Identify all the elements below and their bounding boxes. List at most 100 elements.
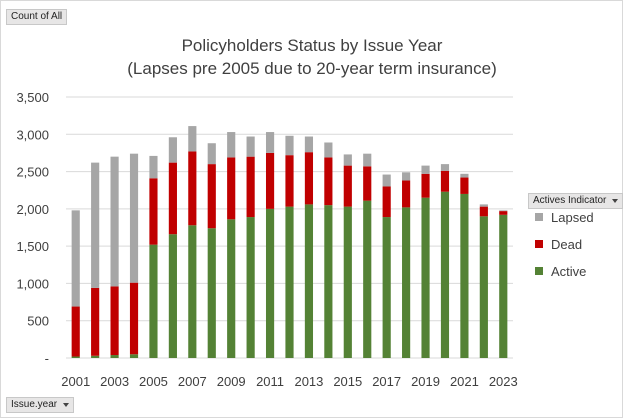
bar-lapsed-2007[interactable] bbox=[188, 126, 197, 152]
axis-field-label: Issue.year bbox=[11, 399, 58, 410]
x-tick-label: 2001 bbox=[61, 374, 90, 389]
bar-dead-2013[interactable] bbox=[304, 152, 314, 205]
bar-dead-2012[interactable] bbox=[285, 155, 294, 207]
bar-lapsed-2014[interactable] bbox=[324, 142, 333, 158]
bar-dead-2001[interactable] bbox=[71, 306, 80, 357]
legend-field-button[interactable]: Actives Indicator bbox=[528, 193, 623, 209]
bar-dead-2015[interactable] bbox=[343, 165, 352, 207]
y-tick-label: 1,000 bbox=[16, 276, 49, 291]
chevron-down-icon[interactable] bbox=[63, 403, 70, 407]
x-tick-label: 2019 bbox=[411, 374, 440, 389]
y-tick-label: 500 bbox=[27, 314, 49, 329]
axis-field-button[interactable]: Issue.year bbox=[6, 397, 75, 413]
bar-dead-2021[interactable] bbox=[460, 177, 469, 194]
bar-active-2007[interactable] bbox=[188, 225, 197, 358]
bar-dead-2005[interactable] bbox=[149, 178, 158, 245]
x-tick-label: 2023 bbox=[489, 374, 518, 389]
bar-lapsed-2019[interactable] bbox=[421, 165, 430, 174]
y-tick-label: - bbox=[45, 351, 49, 366]
bar-lapsed-2017[interactable] bbox=[382, 174, 391, 187]
bar-dead-2003[interactable] bbox=[110, 286, 119, 356]
x-tick-label: 2015 bbox=[333, 374, 362, 389]
bar-lapsed-2002[interactable] bbox=[91, 162, 100, 288]
bar-dead-2009[interactable] bbox=[227, 157, 236, 220]
legend-label-active: Active bbox=[551, 264, 586, 279]
x-tick-label: 2017 bbox=[372, 374, 401, 389]
bar-active-2003[interactable] bbox=[110, 355, 119, 358]
bar-lapsed-2016[interactable] bbox=[363, 153, 372, 167]
bar-active-2022[interactable] bbox=[479, 216, 488, 358]
y-tick-label: 1,500 bbox=[16, 239, 49, 254]
bar-active-2017[interactable] bbox=[382, 217, 391, 358]
bar-dead-2018[interactable] bbox=[402, 180, 411, 208]
x-tick-label: 2011 bbox=[256, 374, 284, 389]
bar-dead-2019[interactable] bbox=[421, 173, 430, 198]
bar-active-2009[interactable] bbox=[227, 219, 236, 358]
bar-active-2013[interactable] bbox=[304, 204, 314, 358]
bar-dead-2002[interactable] bbox=[91, 287, 100, 356]
bar-lapsed-2004[interactable] bbox=[129, 153, 139, 283]
bar-active-2012[interactable] bbox=[285, 206, 294, 358]
bar-dead-2010[interactable] bbox=[246, 156, 255, 218]
bar-lapsed-2022[interactable] bbox=[479, 204, 488, 207]
bar-dead-2014[interactable] bbox=[324, 157, 333, 206]
legend-swatch-dead bbox=[535, 240, 543, 248]
bar-lapsed-2001[interactable] bbox=[71, 210, 80, 307]
bar-dead-2008[interactable] bbox=[207, 164, 216, 229]
bar-active-2001[interactable] bbox=[71, 356, 80, 358]
bar-lapsed-2006[interactable] bbox=[168, 137, 177, 163]
bar-active-2010[interactable] bbox=[246, 217, 255, 358]
bar-active-2005[interactable] bbox=[149, 244, 158, 358]
bar-active-2004[interactable] bbox=[129, 354, 139, 358]
bar-lapsed-2013[interactable] bbox=[304, 136, 314, 153]
bar-active-2019[interactable] bbox=[421, 197, 430, 358]
bar-lapsed-2003[interactable] bbox=[110, 156, 119, 287]
bar-dead-2007[interactable] bbox=[188, 151, 197, 226]
values-field-button[interactable]: Count of All bbox=[6, 9, 68, 25]
bar-dead-2004[interactable] bbox=[129, 282, 139, 355]
bar-active-2006[interactable] bbox=[168, 234, 177, 358]
x-tick-label: 2005 bbox=[139, 374, 168, 389]
bar-lapsed-2008[interactable] bbox=[207, 143, 216, 165]
bar-active-2015[interactable] bbox=[343, 206, 352, 358]
bar-lapsed-2020[interactable] bbox=[440, 164, 450, 171]
bar-active-2020[interactable] bbox=[440, 191, 450, 358]
chevron-down-icon[interactable] bbox=[612, 199, 619, 203]
bar-dead-2016[interactable] bbox=[363, 166, 372, 201]
bar-dead-2023[interactable] bbox=[499, 211, 508, 215]
x-tick-label: 2007 bbox=[178, 374, 207, 389]
legend-swatch-active bbox=[535, 267, 543, 275]
bar-lapsed-2021[interactable] bbox=[460, 173, 469, 178]
bar-dead-2006[interactable] bbox=[168, 162, 177, 235]
x-tick-label: 2021 bbox=[450, 374, 479, 389]
bar-lapsed-2023[interactable] bbox=[499, 210, 508, 212]
y-tick-label: 3,500 bbox=[16, 90, 49, 105]
bar-lapsed-2012[interactable] bbox=[285, 135, 294, 156]
legend-label-lapsed: Lapsed bbox=[551, 210, 594, 225]
bar-lapsed-2005[interactable] bbox=[149, 155, 158, 179]
bar-dead-2020[interactable] bbox=[440, 170, 450, 192]
bar-lapsed-2010[interactable] bbox=[246, 136, 255, 157]
bar-lapsed-2011[interactable] bbox=[265, 132, 275, 153]
legend-label-dead: Dead bbox=[551, 237, 582, 252]
bar-active-2011[interactable] bbox=[265, 208, 275, 358]
bar-active-2002[interactable] bbox=[91, 355, 100, 358]
bar-active-2018[interactable] bbox=[402, 207, 411, 358]
bar-active-2021[interactable] bbox=[460, 193, 469, 358]
bar-dead-2011[interactable] bbox=[265, 152, 275, 209]
bar-active-2014[interactable] bbox=[324, 205, 333, 358]
bar-lapsed-2018[interactable] bbox=[402, 172, 411, 181]
bar-lapsed-2015[interactable] bbox=[343, 154, 352, 166]
legend-swatch-lapsed bbox=[535, 213, 543, 221]
bar-lapsed-2009[interactable] bbox=[227, 132, 236, 158]
bar-dead-2017[interactable] bbox=[382, 186, 391, 218]
bar-dead-2022[interactable] bbox=[479, 206, 488, 217]
legend-field-label: Actives Indicator bbox=[533, 195, 607, 206]
x-tick-label: 2003 bbox=[100, 374, 129, 389]
bar-active-2023[interactable] bbox=[499, 214, 508, 358]
bar-active-2008[interactable] bbox=[207, 228, 216, 358]
bar-active-2016[interactable] bbox=[363, 200, 372, 358]
y-tick-label: 2,500 bbox=[16, 165, 49, 180]
